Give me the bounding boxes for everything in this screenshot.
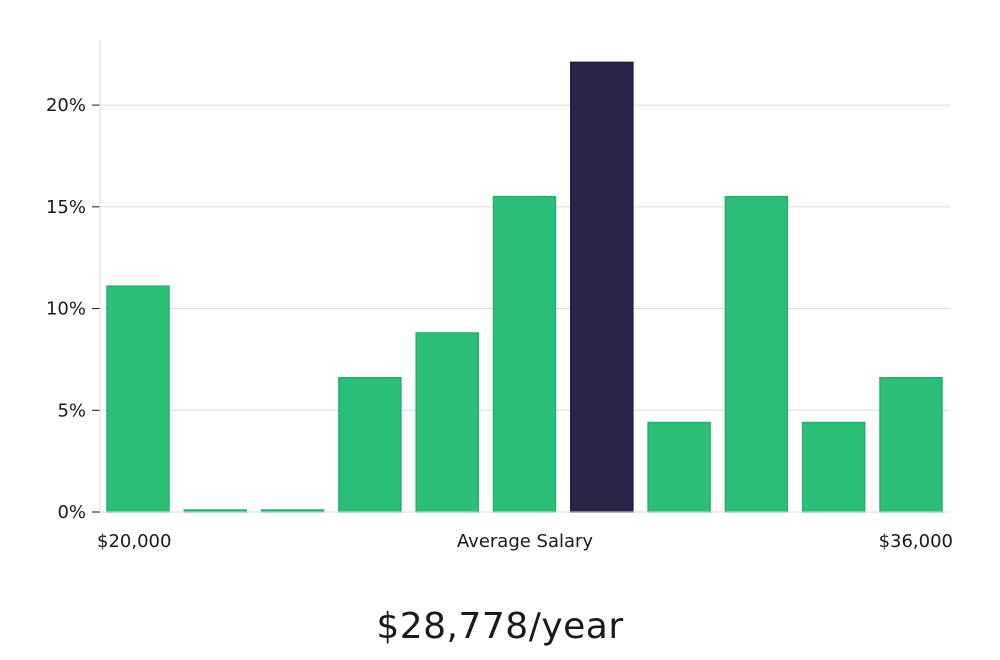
y-tick-label-0: 0% — [57, 502, 86, 523]
bar-8 — [647, 421, 711, 513]
x-axis-title: Average Salary — [457, 531, 594, 552]
bar-4 — [338, 376, 402, 513]
y-tick-label-5: 5% — [57, 400, 86, 421]
chart-svg: 0% 5% 10% 15% 20% $20,000 Average Salary $36… — [46, 40, 953, 552]
average-salary-value: $28,778/year — [376, 606, 624, 647]
bar-11 — [879, 376, 943, 513]
bar-highlighted-7 — [570, 61, 634, 513]
bar-10 — [801, 421, 866, 513]
axes: 0% 5% 10% 15% 20% — [46, 40, 950, 523]
y-tick-label-20: 20% — [46, 95, 86, 116]
bar-1 — [106, 285, 170, 513]
y-tick-label-15: 15% — [46, 197, 86, 218]
axis-labels: $20,000 Average Salary $36,000 — [97, 531, 953, 552]
x-range-max-label: $36,000 — [879, 531, 953, 552]
bar-6 — [492, 195, 557, 513]
y-tick-label-10: 10% — [46, 299, 86, 320]
salary-histogram: 0% 5% 10% 15% 20% $20,000 Average Salary $36… — [46, 40, 953, 552]
bar-9 — [724, 195, 789, 513]
bars — [106, 61, 943, 513]
x-range-min-label: $20,000 — [97, 531, 171, 552]
bar-5 — [415, 332, 479, 513]
